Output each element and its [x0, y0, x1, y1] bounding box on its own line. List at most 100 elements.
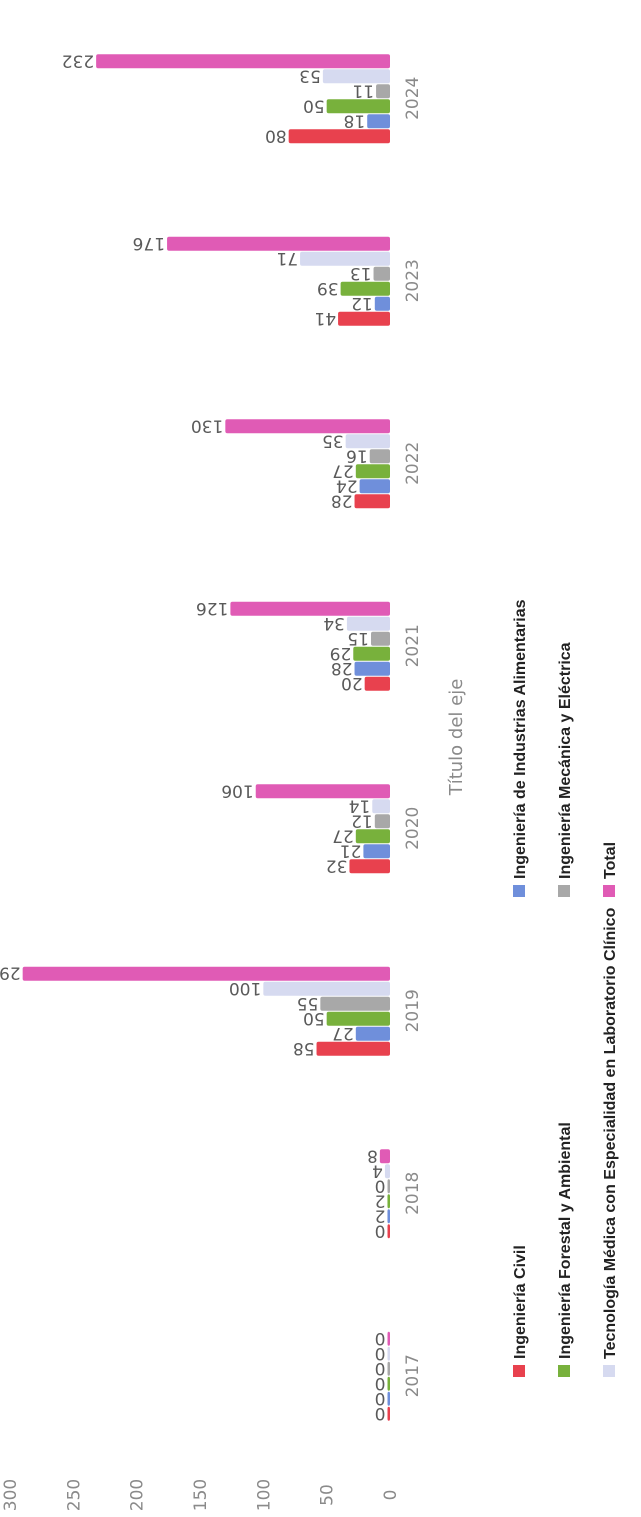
legend-swatch	[513, 1365, 525, 1377]
bar-tecnologia-medica-con-especialidad-en-laboratorio-clinico-2024	[322, 69, 390, 84]
bar-ingenieria-de-industrias-alimentarias-2024	[367, 114, 391, 129]
data-label-tecnologia-medica-con-especialidad-en-laboratorio-clinico-2022: 35	[322, 430, 344, 450]
bar-tecnologia-medica-con-especialidad-en-laboratorio-clinico-2023	[300, 251, 391, 266]
bar-ingenieria-mecanica-y-electrica-2024	[376, 84, 391, 99]
legend-item-ingenieria-civil: Ingeniería Civil	[512, 1245, 529, 1377]
bar-ingenieria-civil-2023	[338, 311, 391, 326]
data-label-ingenieria-forestal-y-ambiental-2022: 27	[332, 460, 354, 480]
x-axis-title: Título del eje	[446, 679, 467, 797]
legend: Ingeniería Civil Ingeniería de Industrias…	[512, 599, 619, 1377]
legend-swatch	[558, 1365, 570, 1377]
bar-ingenieria-civil-2018	[387, 1224, 390, 1239]
data-label-tecnologia-medica-con-especialidad-en-laboratorio-clinico-2024: 53	[299, 65, 321, 85]
bar-ingenieria-forestal-y-ambiental-2018	[387, 1194, 391, 1209]
data-label-ingenieria-civil-2017: 0	[375, 1403, 386, 1423]
legend-swatch	[603, 885, 615, 897]
data-label-ingenieria-mecanica-y-electrica-2017: 0	[375, 1358, 386, 1378]
bar-ingenieria-de-industrias-alimentarias-2021	[354, 661, 390, 676]
x-tick-label: 2021	[403, 624, 423, 667]
data-label-ingenieria-forestal-y-ambiental-2018: 2	[375, 1190, 386, 1210]
data-label-total-2020: 106	[221, 780, 253, 800]
data-label-ingenieria-forestal-y-ambiental-2020: 27	[332, 825, 354, 845]
bar-total-2022	[225, 419, 390, 434]
data-label-tecnologia-medica-con-especialidad-en-laboratorio-clinico-2018: 4	[372, 1160, 383, 1180]
legend-label: Total	[602, 842, 619, 879]
legend-label: Ingeniería Civil	[512, 1245, 529, 1359]
data-label-ingenieria-de-industrias-alimentarias-2021: 28	[331, 658, 353, 678]
data-label-ingenieria-de-industrias-alimentarias-2020: 21	[340, 840, 362, 860]
legend-item-total: Total	[602, 842, 619, 897]
x-tick-label: 2017	[403, 1354, 423, 1397]
legend-item-tecnologia-medica-con-especialidad-en-laboratorio-clinico: Tecnología Médica con Especialidad en La…	[602, 907, 619, 1377]
bar-ingenieria-de-industrias-alimentarias-2018	[387, 1209, 391, 1224]
data-label-ingenieria-de-industrias-alimentarias-2019: 27	[332, 1023, 354, 1043]
x-axis-ticks: 2017 2018 2019 2020 2021 2022 2023 2024	[403, 77, 423, 1398]
bar-ingenieria-civil-2024	[288, 129, 390, 144]
bar-ingenieria-mecanica-y-electrica-2017	[387, 1361, 390, 1376]
y-tick-label: 0	[381, 1490, 401, 1501]
x-tick-label: 2023	[403, 259, 423, 302]
bar-ingenieria-forestal-y-ambiental-2022	[355, 464, 390, 479]
bar-tecnologia-medica-con-especialidad-en-laboratorio-clinico-2019	[263, 981, 391, 996]
data-label-tecnologia-medica-con-especialidad-en-laboratorio-clinico-2017: 0	[375, 1343, 386, 1363]
data-label-total-2017: 0	[375, 1328, 386, 1348]
bar-total-2019	[22, 966, 391, 981]
data-label-tecnologia-medica-con-especialidad-en-laboratorio-clinico-2020: 14	[349, 795, 371, 815]
data-label-ingenieria-civil-2024: 80	[265, 125, 287, 145]
bar-ingenieria-mecanica-y-electrica-2020	[374, 814, 390, 829]
bar-ingenieria-mecanica-y-electrica-2021	[371, 631, 390, 646]
bar-ingenieria-civil-2017	[387, 1406, 390, 1421]
bar-total-2021	[230, 601, 390, 616]
bar-total-2018	[379, 1149, 391, 1164]
x-tick-label: 2022	[403, 442, 423, 485]
y-tick-label: 300	[1, 1479, 21, 1511]
data-label-total-2021: 126	[196, 598, 228, 618]
legend-swatch	[513, 885, 525, 897]
bar-ingenieria-civil-2021	[364, 676, 390, 691]
data-label-ingenieria-de-industrias-alimentarias-2017: 0	[375, 1388, 386, 1408]
y-tick-label: 100	[254, 1479, 274, 1511]
x-tick-label: 2018	[403, 1172, 423, 1215]
data-label-ingenieria-mecanica-y-electrica-2018: 0	[375, 1175, 386, 1195]
data-label-ingenieria-mecanica-y-electrica-2020: 12	[351, 810, 373, 830]
bar-ingenieria-de-industrias-alimentarias-2017	[387, 1391, 390, 1406]
bar-ingenieria-mecanica-y-electrica-2018	[387, 1179, 390, 1194]
bar-ingenieria-forestal-y-ambiental-2024	[326, 99, 390, 114]
legend-swatch	[603, 1365, 615, 1377]
data-label-tecnologia-medica-con-especialidad-en-laboratorio-clinico-2023: 71	[276, 248, 298, 268]
bar-ingenieria-de-industrias-alimentarias-2022	[359, 479, 391, 494]
x-tick-label: 2024	[403, 77, 423, 120]
bar-ingenieria-mecanica-y-electrica-2023	[373, 266, 390, 281]
bar-ingenieria-forestal-y-ambiental-2017	[387, 1376, 390, 1391]
bar-tecnologia-medica-con-especialidad-en-laboratorio-clinico-2018	[384, 1164, 390, 1179]
legend-label: Ingeniería Mecánica y Eléctrica	[557, 642, 574, 879]
legend-item-ingenieria-mecanica-y-electrica: Ingeniería Mecánica y Eléctrica	[557, 642, 574, 897]
data-label-ingenieria-forestal-y-ambiental-2017: 0	[375, 1373, 386, 1393]
data-label-total-2018: 8	[367, 1145, 378, 1165]
bar-tecnologia-medica-con-especialidad-en-laboratorio-clinico-2022	[345, 434, 390, 449]
bar-total-2017	[387, 1331, 390, 1346]
bar-ingenieria-de-industrias-alimentarias-2020	[363, 844, 390, 859]
y-tick-label: 150	[191, 1479, 211, 1511]
y-axis-ticks: 0 50 100 150 200 250 300	[1, 1479, 401, 1511]
data-label-tecnologia-medica-con-especialidad-en-laboratorio-clinico-2021: 34	[323, 613, 345, 633]
data-label-ingenieria-forestal-y-ambiental-2021: 29	[330, 643, 352, 663]
bar-ingenieria-civil-2019	[316, 1041, 390, 1056]
bar-total-2024	[96, 54, 390, 69]
x-tick-label: 2020	[403, 807, 423, 850]
data-label-ingenieria-de-industrias-alimentarias-2022: 24	[336, 475, 358, 495]
data-label-ingenieria-civil-2023: 41	[314, 308, 336, 328]
y-tick-label: 50	[318, 1484, 338, 1506]
bar-ingenieria-de-industrias-alimentarias-2023	[374, 296, 390, 311]
data-label-total-2023: 176	[133, 233, 165, 253]
data-label-ingenieria-civil-2021: 20	[341, 673, 363, 693]
legend-swatch	[558, 885, 570, 897]
data-label-ingenieria-civil-2022: 28	[331, 490, 353, 510]
data-label-ingenieria-de-industrias-alimentarias-2023: 12	[351, 293, 373, 313]
bar-ingenieria-forestal-y-ambiental-2023	[340, 281, 391, 296]
bar-ingenieria-mecanica-y-electrica-2019	[320, 996, 391, 1011]
y-tick-label: 250	[64, 1479, 84, 1511]
data-label-total-2022: 130	[191, 415, 223, 435]
bar-tecnologia-medica-con-especialidad-en-laboratorio-clinico-2021	[346, 616, 390, 631]
